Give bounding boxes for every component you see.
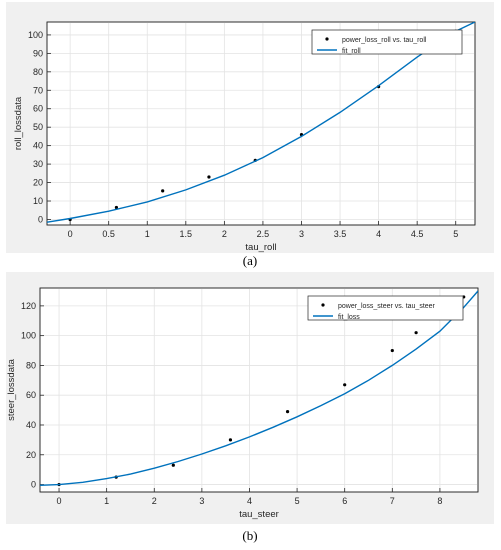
data-point [390, 348, 394, 353]
x-tick-label: 5 [453, 229, 458, 239]
y-tick-label: 90 [33, 48, 43, 58]
chart-b: 0 1 2 3 4 5 6 7 8020406080100120tau_steersteer_l… [6, 287, 479, 520]
y-tick-label: 0 [38, 214, 43, 224]
y-tick-label: 60 [33, 104, 43, 114]
x-tick-label: 0.5 [102, 229, 115, 239]
legend-entry-label: power_loss_steer vs. tau_steer [338, 303, 436, 310]
y-tick-label: 20 [26, 450, 36, 460]
x-axis-label: tau_steer [239, 509, 279, 520]
legend-box [311, 29, 463, 55]
x-tick-label: 3 [199, 496, 204, 506]
x-tick-label: 3 [299, 229, 304, 239]
data-point [207, 175, 211, 179]
plot-frame [46, 21, 476, 226]
legend-point-swatch [321, 303, 325, 307]
x-tick-label: 4 [247, 496, 252, 506]
y-tick-label: 0 [31, 480, 36, 490]
legend-box [307, 295, 464, 321]
x-tick-label: 1 [104, 496, 109, 506]
y-axis-label: steer_lossdata [6, 358, 17, 421]
legend: power_loss_roll vs. tau_roll fit_roll [311, 29, 463, 55]
y-tick-label: 100 [21, 331, 36, 341]
x-tick-label: 5 [295, 496, 300, 506]
y-tick-label: 10 [33, 196, 43, 206]
caption-b: (b) [242, 528, 258, 543]
data-point [161, 189, 165, 193]
x-tick-label: 7 [390, 496, 395, 506]
y-tick-label: 120 [21, 301, 36, 311]
x-tick-label: 6 [342, 496, 347, 506]
plot-area [46, 21, 476, 226]
x-tick-label: 4 [376, 229, 381, 239]
x-tick-label: 1 [145, 229, 150, 239]
y-tick-label: 30 [33, 159, 43, 169]
y-tick-label: 40 [26, 420, 36, 430]
y-tick-label: 70 [33, 85, 43, 95]
x-tick-label: 2.5 [257, 229, 270, 239]
data-point [414, 331, 418, 335]
data-point [114, 205, 119, 210]
x-tick-label: 8 [437, 496, 442, 506]
x-tick-label: 2 [222, 229, 227, 239]
y-tick-label: 80 [33, 67, 43, 77]
legend-entry-label: fit_loss [338, 314, 360, 321]
x-tick-label: 0 [57, 496, 62, 506]
data-point [228, 438, 233, 442]
legend-entry-label: fit_roll [342, 48, 361, 55]
x-axis-label: tau_roll [245, 242, 276, 253]
x-tick-label: 2 [152, 496, 157, 506]
y-tick-label: 20 [33, 178, 43, 188]
y-tick-label: 40 [33, 141, 43, 151]
x-tick-label: 1.5 [180, 229, 193, 239]
y-tick-label: 50 [33, 122, 43, 132]
y-tick-label: 100 [28, 30, 43, 40]
data-point [285, 409, 290, 414]
x-tick-label: 4.5 [411, 229, 424, 239]
plot-area [39, 287, 479, 493]
chart-a: 0 0.5 1 1.5 2 2.5 3 3.5 4 4.5 50102030405060708090… [13, 21, 476, 253]
y-tick-label: 60 [26, 390, 36, 400]
caption-a: (a) [242, 253, 258, 268]
y-tick-label: 80 [26, 360, 36, 370]
legend: power_loss_steer vs. tau_steer fit_loss [307, 295, 464, 321]
plot-frame [39, 287, 479, 493]
x-tick-label: 0 [68, 229, 73, 239]
data-point [171, 463, 175, 467]
legend-entry-label: power_loss_roll vs. tau_roll [342, 37, 427, 44]
y-axis-label: roll_lossdata [13, 96, 24, 150]
data-point [343, 383, 347, 387]
x-tick-label: 3.5 [334, 229, 347, 239]
fit-line [40, 290, 478, 486]
legend-point-swatch [325, 37, 329, 41]
fit-line [47, 22, 475, 223]
